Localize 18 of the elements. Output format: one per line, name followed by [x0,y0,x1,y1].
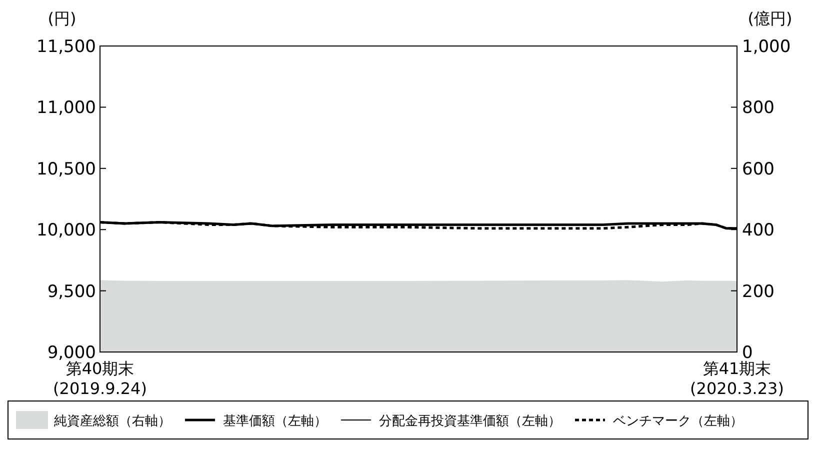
y-tick-label: 11,500 [36,37,96,57]
legend-label: ベンチマーク（左軸） [613,414,743,429]
y-axis-title: (円) [48,9,76,28]
y-tick-label: 10,500 [36,159,96,180]
x-tick-label: 第40期末 (2019.9.24) [53,359,147,398]
y2-tick-label: 1,000 [742,37,791,57]
y2-tick-label: 400 [742,220,774,241]
legend-label: 純資産総額（右軸） [54,413,171,429]
y-tick-label: 9,500 [47,282,96,302]
y-tick-label: 10,000 [36,220,96,241]
y2-tick-label: 800 [742,98,774,118]
y-tick-label: 11,000 [36,98,96,118]
x-tick-label: 第41期末 (2020.3.23) [690,359,784,398]
legend-label: 基準価額（左軸） [223,414,327,429]
y2-tick-label: 200 [742,282,774,302]
y2-tick-label: 600 [742,159,774,180]
legend-label: 分配金再投資基準価額（左軸） [379,414,561,429]
y2-axis-title: (億円) [748,9,792,28]
